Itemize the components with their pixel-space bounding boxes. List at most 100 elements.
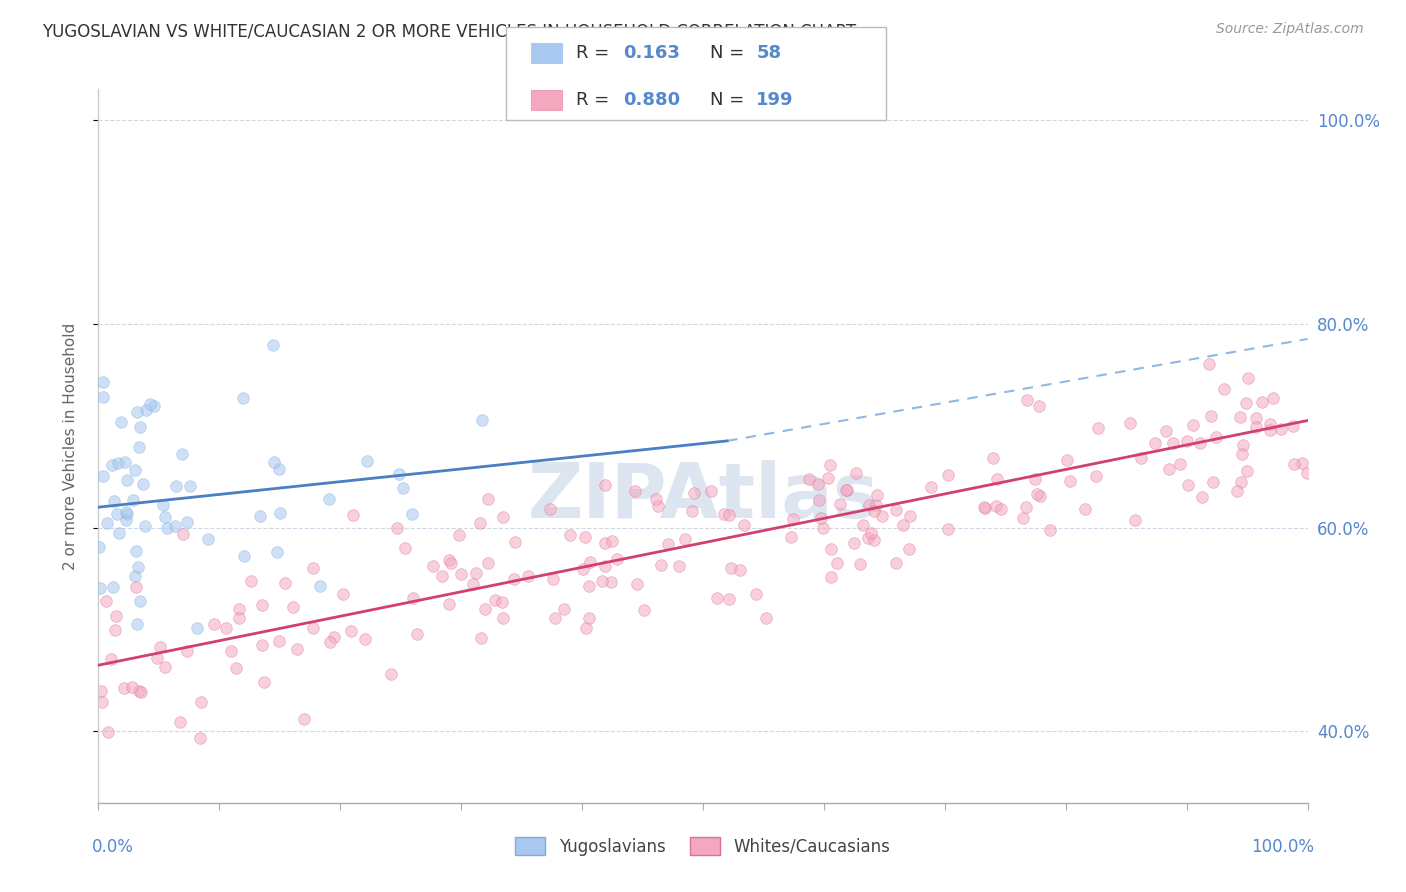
Point bbox=[863, 533, 886, 547]
Point bbox=[1258, 417, 1281, 431]
Point bbox=[155, 509, 177, 524]
Point bbox=[713, 507, 735, 521]
Point bbox=[973, 500, 995, 514]
Point bbox=[1182, 418, 1205, 433]
Point bbox=[1229, 409, 1251, 424]
Point bbox=[134, 519, 156, 533]
Point bbox=[1291, 456, 1313, 470]
Point bbox=[422, 559, 444, 574]
Point bbox=[1157, 462, 1180, 476]
Text: ZIPAtlas: ZIPAtlas bbox=[527, 460, 879, 534]
Point bbox=[717, 591, 740, 606]
Point bbox=[920, 480, 942, 494]
Text: N =: N = bbox=[710, 91, 749, 109]
Text: 58: 58 bbox=[756, 44, 782, 62]
Point bbox=[339, 624, 361, 638]
Point bbox=[647, 500, 669, 514]
Point bbox=[1282, 419, 1305, 434]
Text: 0.0%: 0.0% bbox=[93, 838, 134, 856]
Point bbox=[127, 560, 149, 574]
Point bbox=[269, 506, 291, 520]
Point bbox=[149, 640, 172, 654]
Point bbox=[249, 508, 271, 523]
Point bbox=[852, 517, 875, 532]
Point bbox=[1232, 437, 1254, 451]
Point bbox=[447, 528, 470, 542]
Point bbox=[1244, 410, 1267, 425]
Point bbox=[292, 712, 315, 726]
Point bbox=[129, 684, 152, 698]
Point bbox=[938, 468, 960, 483]
Point bbox=[232, 549, 254, 564]
Point bbox=[553, 602, 575, 616]
Point bbox=[1039, 523, 1062, 537]
Point bbox=[122, 492, 145, 507]
Point bbox=[820, 541, 842, 556]
Point bbox=[388, 467, 411, 481]
Text: R =: R = bbox=[576, 44, 616, 62]
Point bbox=[973, 501, 995, 516]
Point bbox=[1198, 358, 1220, 372]
Point bbox=[1244, 419, 1267, 434]
Point bbox=[394, 541, 416, 555]
Point bbox=[733, 517, 755, 532]
Point bbox=[139, 397, 162, 411]
Point bbox=[401, 508, 423, 522]
Point bbox=[1085, 469, 1108, 483]
Y-axis label: 2 or more Vehicles in Household: 2 or more Vehicles in Household bbox=[63, 322, 77, 570]
Point bbox=[1189, 436, 1212, 450]
Point bbox=[1258, 423, 1281, 437]
Point bbox=[356, 454, 378, 468]
Point bbox=[849, 557, 872, 571]
Point bbox=[593, 559, 616, 574]
Point bbox=[1282, 457, 1305, 471]
Point bbox=[124, 463, 146, 477]
Point bbox=[197, 533, 219, 547]
Point bbox=[717, 508, 740, 522]
Point bbox=[332, 587, 354, 601]
Point bbox=[91, 390, 114, 404]
Point bbox=[103, 623, 125, 637]
Point bbox=[898, 509, 921, 524]
Point bbox=[112, 681, 135, 696]
Point bbox=[820, 570, 842, 584]
Point bbox=[477, 556, 499, 570]
Point bbox=[110, 415, 132, 429]
Point bbox=[156, 521, 179, 535]
Point bbox=[470, 631, 492, 645]
Point bbox=[1191, 491, 1213, 505]
Point bbox=[1234, 395, 1257, 409]
Point bbox=[578, 611, 600, 625]
Point bbox=[219, 644, 242, 658]
Point bbox=[91, 468, 114, 483]
Point bbox=[103, 494, 125, 508]
Point bbox=[730, 563, 752, 577]
Point bbox=[165, 479, 187, 493]
Point bbox=[484, 593, 506, 607]
Point bbox=[859, 525, 882, 540]
Point bbox=[322, 631, 344, 645]
Point bbox=[153, 659, 176, 673]
Point bbox=[560, 528, 582, 542]
Point bbox=[477, 492, 499, 507]
Point bbox=[1028, 399, 1050, 413]
Point bbox=[215, 621, 238, 635]
Point bbox=[1161, 436, 1184, 450]
Point bbox=[281, 599, 304, 614]
Point bbox=[544, 611, 567, 625]
Point bbox=[125, 617, 148, 632]
Point bbox=[124, 569, 146, 583]
Text: R =: R = bbox=[576, 91, 616, 109]
Point bbox=[657, 537, 679, 551]
Point bbox=[779, 530, 801, 544]
Point bbox=[681, 503, 703, 517]
Point bbox=[700, 483, 723, 498]
Point bbox=[302, 621, 325, 635]
Point bbox=[129, 594, 152, 608]
Text: 0.163: 0.163 bbox=[623, 44, 679, 62]
Point bbox=[842, 536, 865, 550]
Point bbox=[430, 569, 453, 583]
Point bbox=[1261, 392, 1284, 406]
Point bbox=[492, 610, 515, 624]
Legend: Yugoslavians, Whites/Caucasians: Yugoslavians, Whites/Caucasians bbox=[509, 830, 897, 863]
